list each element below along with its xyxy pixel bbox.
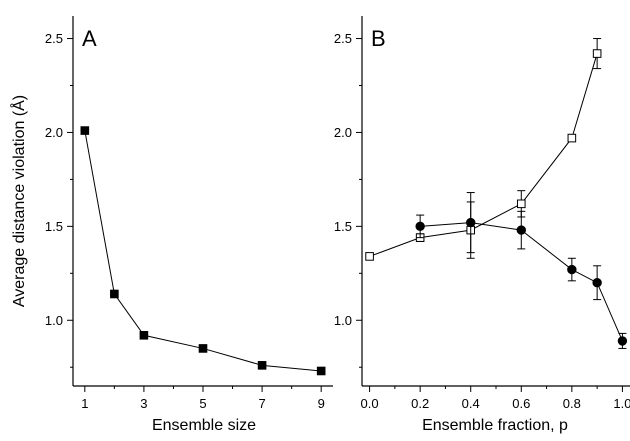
panel-a-y-tick-label: 2.0 bbox=[45, 125, 63, 140]
panel-b-series-1-point bbox=[592, 278, 602, 288]
panel-b-y-tick-label: 2.0 bbox=[334, 125, 352, 140]
panel-a-series-0-line bbox=[84, 130, 322, 372]
panel-b-series-0-point bbox=[365, 252, 374, 261]
panel-b-x-tick-label: 1.0 bbox=[613, 396, 630, 411]
panel-a-x-tick-label: 5 bbox=[199, 396, 206, 411]
panel-b-series-1-point bbox=[567, 264, 577, 275]
panel-a-ticks: 1 3 5 7 9 1.0 1.5 2.0 2.5 bbox=[45, 31, 325, 411]
panel-b-x-tick-label: 0.0 bbox=[361, 396, 379, 411]
panel-a-y-axis-title: Average distance violation (Å) bbox=[9, 95, 28, 307]
panel-a-y-tick-label: 2.5 bbox=[45, 31, 63, 46]
panel-a-series-0-point bbox=[198, 344, 208, 353]
panel-a-x-tick-label: 3 bbox=[140, 396, 147, 411]
panel-b-x-tick-label: 0.2 bbox=[411, 396, 429, 411]
panel-a-marks bbox=[80, 126, 326, 376]
panel-b-x-tick-label: 0.4 bbox=[462, 396, 480, 411]
panel-b-series-0-point bbox=[567, 133, 577, 143]
panel-b-series-1-line bbox=[420, 222, 623, 342]
panel-a-series-0-point bbox=[110, 289, 119, 299]
panel-a-series-0-point bbox=[257, 361, 267, 370]
panel-a-y-tick-label: 1.0 bbox=[45, 313, 63, 328]
panel-a-x-tick-label: 9 bbox=[318, 396, 325, 411]
panel-b-x-axis-title: Ensemble fraction, p bbox=[422, 417, 568, 434]
panel-b-x-tick-label: 0.8 bbox=[563, 396, 581, 411]
panel-a-letter: A bbox=[82, 26, 97, 51]
panel-b-y-tick-label: 2.5 bbox=[334, 31, 352, 46]
panel-b-series-1-point bbox=[415, 221, 425, 232]
panel-b-y-tick-label: 1.5 bbox=[334, 219, 352, 234]
panel-b-y-tick-label: 1.0 bbox=[334, 313, 352, 328]
panel-a-x-tick-label: 1 bbox=[81, 396, 88, 411]
panel-a-x-tick-label: 7 bbox=[258, 396, 265, 411]
panel-b-series-0-point bbox=[592, 49, 602, 58]
panel-a-series-0-point bbox=[139, 330, 149, 340]
panel-b-x-tick-label: 0.6 bbox=[512, 396, 530, 411]
panel-b-ticks: 0.0 0.2 0.4 0.6 0.8 1.0 1.0 1.5 2.0 2.5 bbox=[334, 31, 630, 411]
panel-b-series-1-point bbox=[617, 336, 628, 346]
panel-a: A Ensemble size Average distance violati… bbox=[9, 16, 333, 434]
panel-b-series-0-point bbox=[516, 199, 526, 209]
panel-a-y-tick-label: 1.5 bbox=[45, 219, 63, 234]
panel-b-marks bbox=[365, 38, 628, 349]
panel-a-series-0-point bbox=[80, 126, 90, 135]
panel-b-series-1-point bbox=[466, 217, 476, 228]
panel-b-series-1-point bbox=[516, 225, 526, 235]
panel-a-x-axis-title: Ensemble size bbox=[152, 417, 256, 434]
panel-b-letter: B bbox=[371, 26, 386, 51]
panel-b-series-0-line bbox=[369, 53, 598, 257]
panel-b: B Ensemble fraction, p 0.0 0.2 0.4 0.6 0.8 1.… bbox=[334, 16, 630, 434]
panel-a-series-0-point bbox=[316, 366, 326, 376]
